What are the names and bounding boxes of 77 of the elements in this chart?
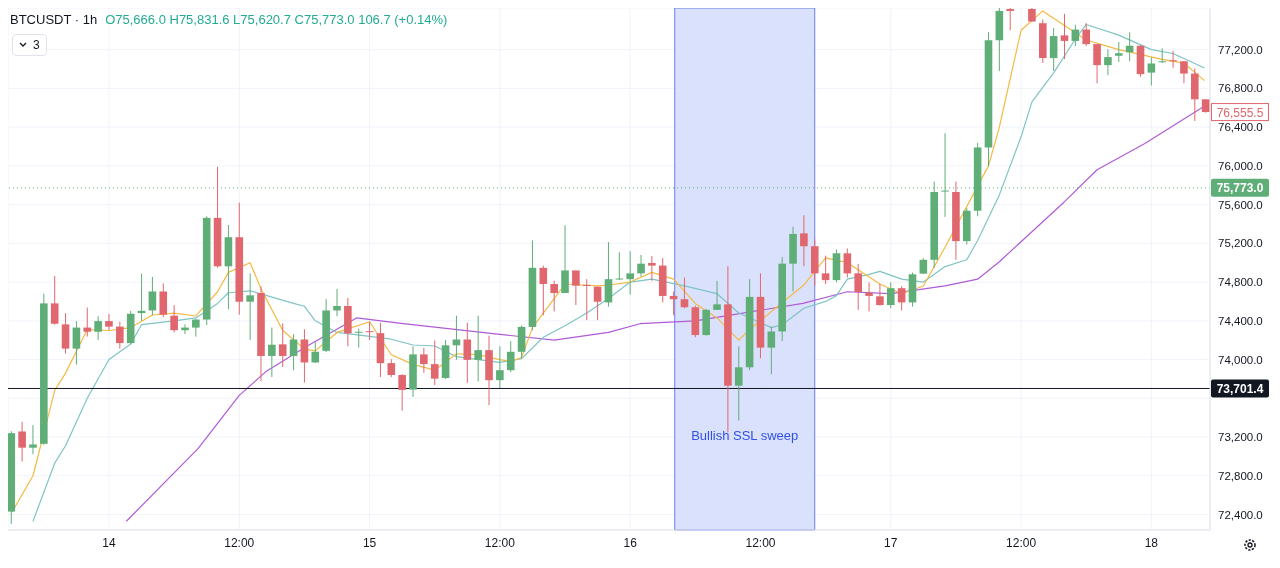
candlestick — [941, 132, 949, 218]
candlestick — [593, 286, 602, 321]
y-tick-label: 72,400.0 — [1218, 508, 1263, 521]
annotation: 3 — [33, 38, 40, 52]
candlestick — [626, 250, 634, 296]
candlestick — [821, 255, 830, 285]
y-tick-label: 76,400.0 — [1218, 121, 1263, 134]
band-label: Bullish SSL sweep — [691, 428, 799, 443]
candlestick — [474, 315, 482, 383]
candlestick — [734, 345, 743, 422]
x-tick-label: 12:00 — [224, 535, 255, 550]
ref-line-label: 75,773.0 — [1216, 181, 1264, 196]
candlestick — [897, 285, 906, 311]
candlestick — [800, 214, 808, 267]
candlestick — [278, 322, 287, 368]
candlestick — [170, 304, 178, 333]
y-tick-label: 73,200.0 — [1218, 431, 1263, 444]
x-tick-label: 12:00 — [745, 535, 776, 550]
x-tick-label: 16 — [623, 535, 638, 550]
candlestick — [289, 333, 298, 371]
candlestick — [854, 263, 862, 311]
candlestick — [148, 276, 157, 316]
candlestick — [1006, 8, 1015, 31]
candlestick — [680, 277, 689, 309]
candlestick — [268, 327, 276, 378]
y-tick-label: 74,400.0 — [1218, 314, 1263, 327]
candlestick — [354, 328, 363, 349]
candlestick — [94, 315, 102, 341]
candlestick — [876, 283, 884, 307]
candlestick — [116, 321, 124, 350]
x-tick-label: 14 — [102, 535, 116, 550]
candlestick — [582, 278, 591, 321]
candlestick — [398, 373, 406, 412]
y-tick-label: 77,200.0 — [1218, 43, 1263, 56]
y-tick-label: 74,000.0 — [1218, 353, 1263, 366]
chart-title: BTCUSDT · 1h — [10, 12, 98, 27]
candlestick — [159, 282, 168, 318]
candlestick — [463, 322, 472, 384]
text: 76,555.5 — [1216, 105, 1264, 120]
candlestick — [843, 247, 852, 279]
ref-line-label: 73,701.4 — [1216, 381, 1264, 396]
candlestick — [246, 272, 254, 341]
y-tick-label: 76,800.0 — [1218, 82, 1263, 95]
candlestick — [83, 307, 92, 338]
y-tick-label: 72,800.0 — [1218, 469, 1263, 482]
candlestick — [430, 339, 439, 386]
x-tick-label: 18 — [1144, 535, 1159, 550]
candlestick — [333, 288, 341, 317]
candlestick — [311, 341, 320, 364]
x-tick-label: 12:00 — [484, 535, 516, 550]
y-tick-label: 75,600.0 — [1218, 198, 1263, 211]
candlestick — [550, 280, 558, 312]
candlestick — [604, 241, 613, 308]
x-tick-label: 17 — [884, 535, 898, 550]
candlestick — [420, 347, 428, 374]
candlestick — [72, 320, 81, 366]
y-tick-label: 76,000.0 — [1218, 159, 1263, 172]
candlestick — [767, 326, 776, 375]
x-tick-label: 15 — [362, 535, 377, 550]
candlestick — [648, 255, 656, 282]
y-tick-label: 75,200.0 — [1218, 237, 1263, 250]
candlestick — [713, 280, 721, 311]
candlestick — [539, 265, 548, 316]
candlestick — [18, 421, 26, 463]
candlestick — [29, 424, 37, 455]
candlestick — [105, 313, 113, 331]
candlestick — [50, 275, 59, 326]
chart-subtitle: O75,666.0 H75,831.6 L75,620.7 C75,773.0 106.7 (+0.14%) — [105, 12, 448, 27]
x-tick-label: 12:00 — [1006, 535, 1037, 550]
candlestick — [572, 269, 580, 306]
y-tick-label: 74,800.0 — [1218, 276, 1263, 289]
candlestick — [561, 224, 569, 294]
candlestick — [496, 345, 504, 389]
candlestick — [506, 340, 515, 373]
candlestick — [865, 281, 873, 312]
candlestick — [886, 281, 895, 309]
candlestick — [637, 254, 645, 278]
